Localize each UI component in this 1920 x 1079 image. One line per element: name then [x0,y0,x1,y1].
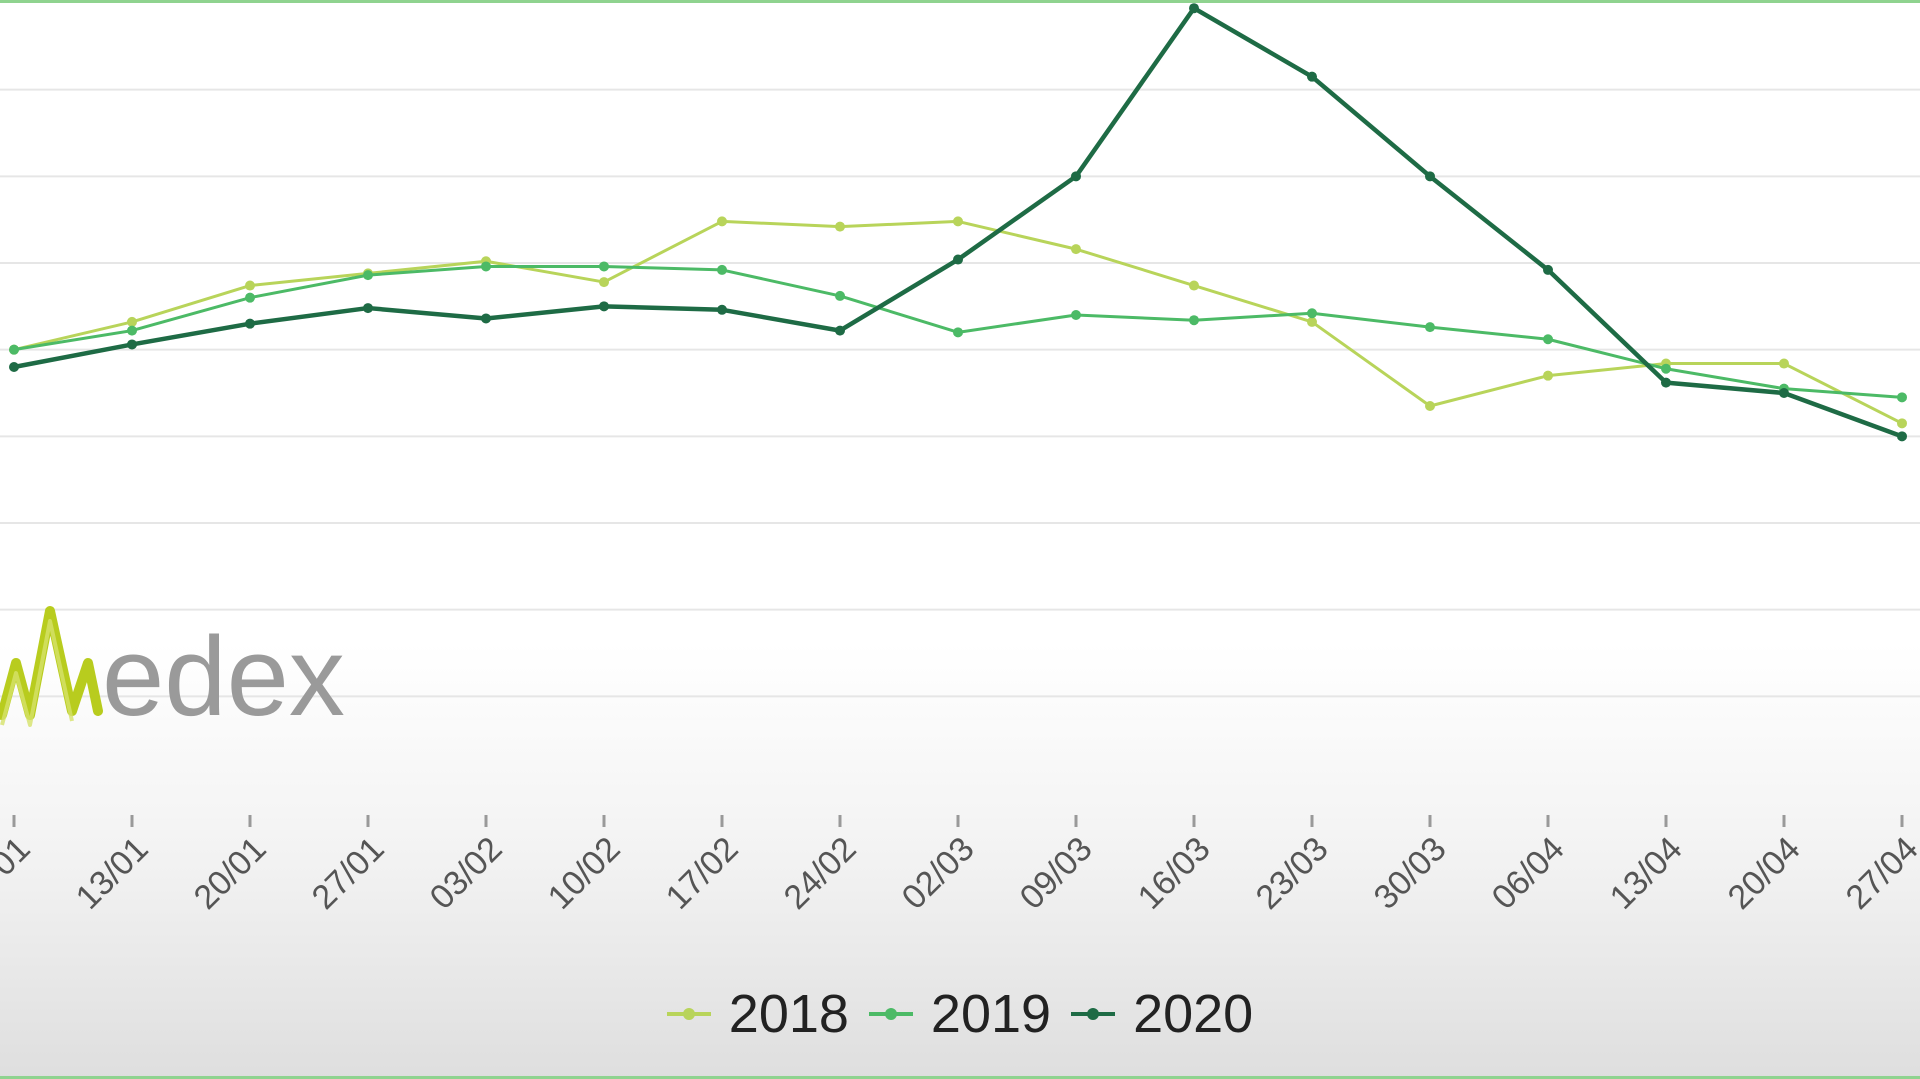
series-layer [9,3,1907,442]
data-point-2020 [245,318,255,329]
data-point-2018 [717,216,727,227]
data-point-2020 [1779,388,1789,398]
x-axis: 01 13/01 20/01 27/01 03/02 10/02 17/02 24/02 02/… [0,815,1920,917]
data-point-2020 [1897,431,1907,442]
x-tick-label: 02/03 [895,830,982,917]
data-point-2018 [1189,280,1199,291]
legend-item-2018: 2018 [666,983,849,1045]
data-point-2020 [1189,3,1199,14]
x-tick-label: 16/03 [1131,830,1218,917]
logo-m-waveform-icon [0,606,103,720]
data-point-2019 [9,344,19,355]
data-point-2018 [1071,244,1081,255]
legend-line-marker-icon [868,1008,913,1020]
data-point-2020 [717,304,727,315]
x-tick-label: 10/02 [541,830,628,917]
data-point-2020 [835,325,845,336]
data-point-2020 [481,313,491,324]
series-line-2018 [13,219,1903,425]
data-point-2020 [953,254,963,265]
legend-item-2019: 2019 [868,983,1052,1045]
x-tick-label: 27/04 [1839,830,1920,917]
x-tick-label: 17/02 [659,830,746,917]
series-2018 [9,216,1907,429]
data-point-2019 [245,292,255,303]
legend-label: 2019 [930,984,1052,1044]
data-point-2020 [363,303,373,314]
data-point-2020 [1425,171,1435,182]
data-point-2018 [1307,316,1317,327]
medex-logo: edex [0,606,345,739]
data-point-2018 [599,277,609,288]
data-point-2019 [481,261,491,272]
data-point-2019 [1425,322,1435,333]
data-point-2019 [363,270,373,281]
x-tick-label: 01 [0,830,38,884]
data-point-2020 [127,339,137,350]
data-point-2019 [1661,363,1671,374]
line-chart: 01 13/01 20/01 27/01 03/02 10/02 17/02 24/02 02/… [0,3,1920,917]
x-tick-label: 13/04 [1603,830,1690,917]
data-point-2019 [127,325,137,336]
x-tick-label: 20/01 [187,830,274,917]
legend-line-marker-icon [1071,1008,1116,1020]
x-tick-label: 27/01 [305,830,392,917]
data-point-2019 [835,290,845,301]
x-tick-label: 13/01 [69,830,156,917]
x-tick-label: 30/03 [1367,830,1454,917]
x-tick-label: 23/03 [1249,830,1336,917]
data-point-2018 [127,316,137,327]
data-point-2019 [1189,315,1199,326]
legend-line-marker-icon [666,1008,711,1020]
data-point-2018 [1543,370,1553,381]
data-point-2020 [1661,377,1671,388]
legend-label: 2018 [728,984,849,1044]
x-tick-label: 20/04 [1721,830,1808,917]
data-point-2019 [1897,392,1907,403]
data-point-2020 [1543,264,1553,275]
logo-m-waveform-echo [0,619,74,727]
x-tick-label: 09/03 [1013,830,1100,917]
x-tick-label: 03/02 [423,830,510,917]
series-2019 [9,261,1907,403]
chart-legend: 2018 2019 2020 [0,983,1920,1045]
legend-label: 2020 [1133,984,1254,1044]
data-point-2020 [599,301,609,312]
data-point-2018 [835,221,845,232]
data-point-2019 [599,261,609,272]
data-point-2018 [1779,358,1789,369]
data-point-2019 [953,327,963,338]
data-point-2018 [1897,418,1907,429]
x-tick-label: 06/04 [1485,830,1572,917]
data-point-2019 [1543,334,1553,345]
data-point-2019 [717,264,727,275]
series-2020 [9,3,1907,442]
data-point-2018 [245,280,255,291]
x-tick-label: 24/02 [777,830,864,917]
data-point-2020 [1071,171,1081,182]
logo-text: edex [102,614,345,739]
data-point-2020 [1307,71,1317,82]
data-point-2018 [953,216,963,227]
data-point-2019 [1307,308,1317,319]
legend-item-2020: 2020 [1071,983,1253,1045]
data-point-2020 [9,362,19,372]
data-point-2019 [1071,310,1081,320]
data-point-2018 [1425,401,1435,411]
